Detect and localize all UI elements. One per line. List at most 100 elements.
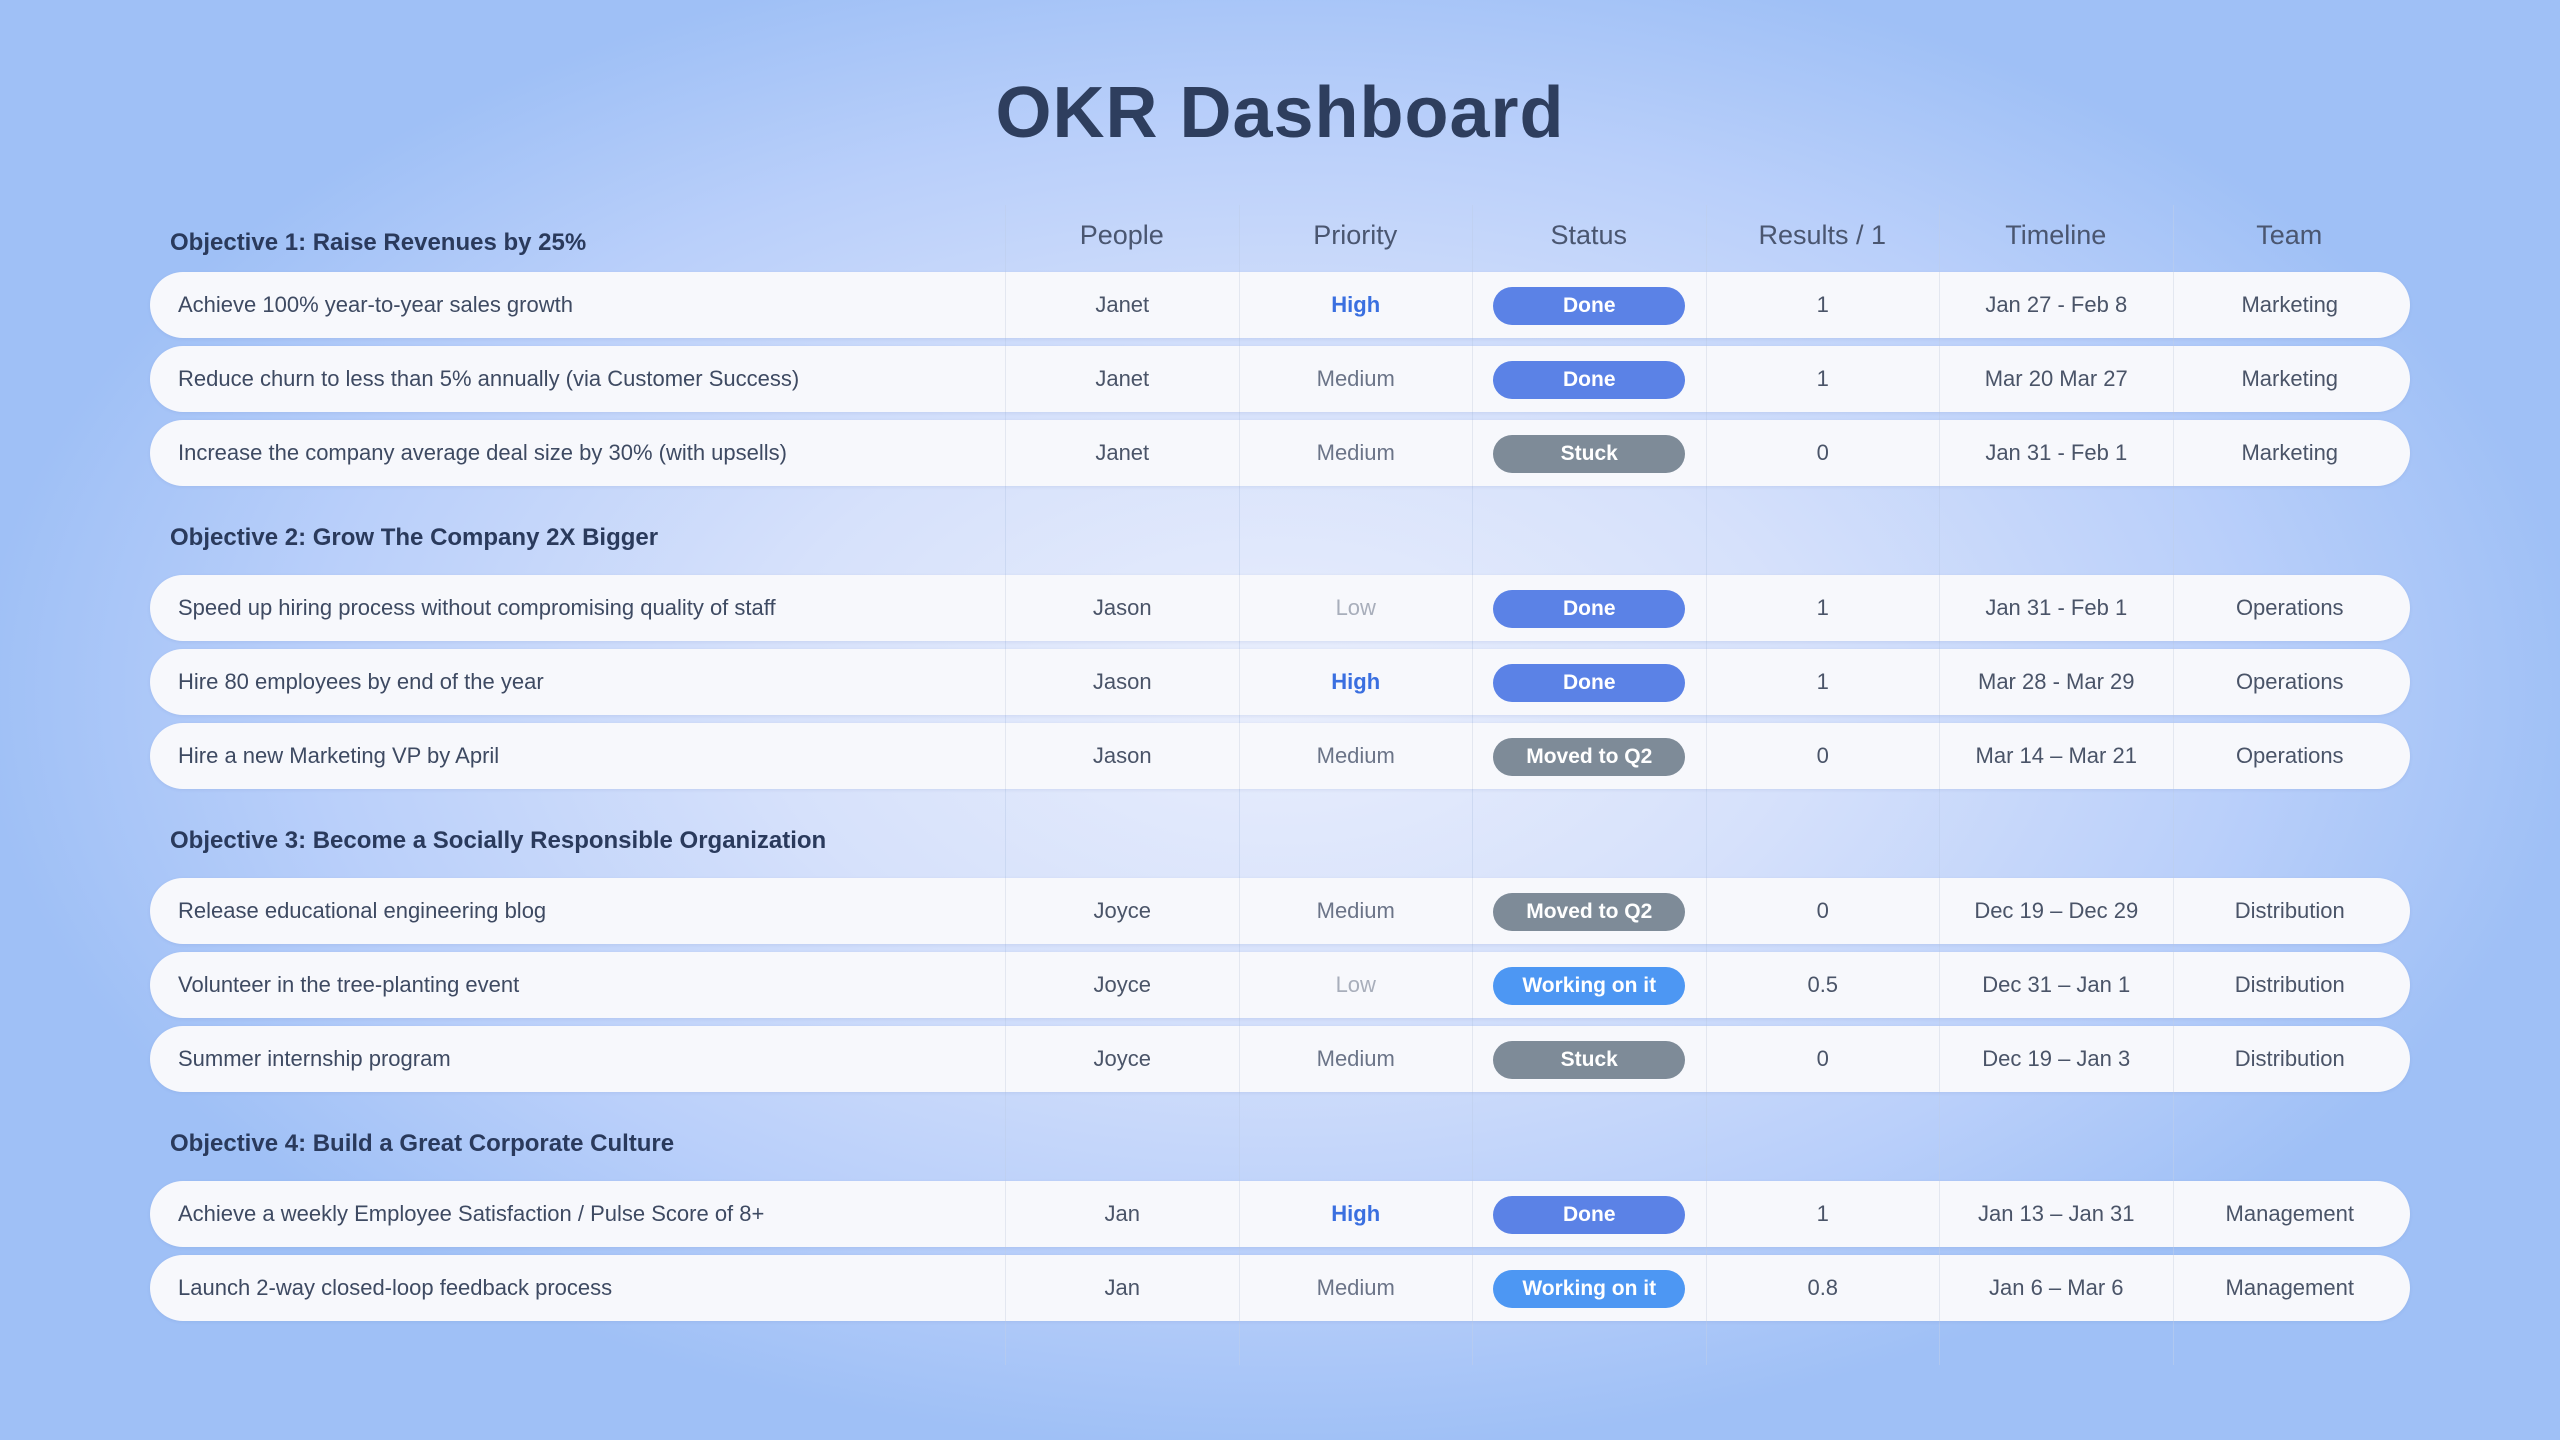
people-cell: Joyce <box>1005 878 1239 944</box>
timeline-cell: Jan 31 - Feb 1 <box>1939 575 2173 641</box>
column-header-team: Team <box>2256 219 2323 250</box>
priority-cell: High <box>1238 272 1473 338</box>
priority-cell: Medium <box>1238 346 1473 412</box>
timeline-cell: Mar 20 Mar 27 <box>1939 346 2173 412</box>
status-cell: Stuck <box>1472 420 1706 486</box>
key-result-text: Hire a new Marketing VP by April <box>178 743 500 768</box>
team-cell: Operations <box>2172 649 2407 715</box>
okr-table: Objective 1: Raise Revenues by 25% People… <box>150 205 2410 1329</box>
result-cell: 0 <box>1705 1026 1940 1092</box>
column-header-results: Results / 1 <box>1758 219 1887 250</box>
objective-header-row: Objective 2: Grow The Company 2X Bigger <box>150 508 2410 568</box>
timeline-cell: Mar 28 - Mar 29 <box>1939 649 2173 715</box>
key-result-row[interactable]: Reduce churn to less than 5% annually (v… <box>150 346 2410 412</box>
key-result-row[interactable]: Achieve a weekly Employee Satisfaction /… <box>150 1181 2410 1247</box>
people-cell: Janet <box>1005 272 1239 338</box>
priority-cell: Low <box>1238 952 1473 1018</box>
priority-cell: High <box>1238 1181 1473 1247</box>
people-cell: Janet <box>1005 420 1239 486</box>
priority-cell: Medium <box>1238 878 1473 944</box>
status-cell: Done <box>1472 346 1706 412</box>
result-cell: 1 <box>1705 649 1940 715</box>
status-badge-done[interactable]: Done <box>1493 287 1686 326</box>
key-result-text: Volunteer in the tree-planting event <box>178 972 520 997</box>
key-result-row[interactable]: Summer internship program Joyce Medium Stuc… <box>150 1026 2410 1092</box>
key-result-text: Summer internship program <box>178 1046 451 1071</box>
key-result-text: Hire 80 employees by end of the year <box>178 669 544 694</box>
team-cell: Marketing <box>2172 272 2407 338</box>
status-cell: Done <box>1472 649 1706 715</box>
team-cell: Marketing <box>2172 346 2407 412</box>
status-badge-done[interactable]: Done <box>1493 664 1686 703</box>
column-header-timeline: Timeline <box>2005 219 2107 250</box>
result-cell: 0.5 <box>1705 952 1940 1018</box>
status-cell: Done <box>1472 1181 1706 1247</box>
status-cell: Moved to Q2 <box>1472 723 1706 789</box>
key-result-row[interactable]: Achieve 100% year-to-year sales growth Ja… <box>150 272 2410 338</box>
key-result-row[interactable]: Hire a new Marketing VP by April Jason Med… <box>150 723 2410 789</box>
people-cell: Jason <box>1005 575 1239 641</box>
team-cell: Distribution <box>2172 1026 2407 1092</box>
people-cell: Joyce <box>1005 952 1239 1018</box>
status-badge-working-on-it[interactable]: Working on it <box>1493 1270 1686 1309</box>
status-badge-done[interactable]: Done <box>1493 361 1686 400</box>
people-cell: Jason <box>1005 723 1239 789</box>
priority-cell: Medium <box>1238 1026 1473 1092</box>
team-cell: Operations <box>2172 575 2407 641</box>
team-cell: Distribution <box>2172 878 2407 944</box>
result-cell: 1 <box>1705 575 1940 641</box>
people-cell: Janet <box>1005 346 1239 412</box>
page-title: OKR Dashboard <box>995 73 1565 153</box>
timeline-cell: Mar 14 – Mar 21 <box>1939 723 2173 789</box>
priority-cell: Medium <box>1238 723 1473 789</box>
priority-cell: High <box>1238 649 1473 715</box>
status-cell: Stuck <box>1472 1026 1706 1092</box>
status-cell: Moved to Q2 <box>1472 878 1706 944</box>
objective-title: Objective 1: Raise Revenues by 25% <box>170 229 587 256</box>
key-result-row[interactable]: Launch 2-way closed-loop feedback proces… <box>150 1255 2410 1321</box>
column-header-people: People <box>1079 219 1164 250</box>
key-result-text: Achieve 100% year-to-year sales growth <box>178 292 573 317</box>
key-result-text: Launch 2-way closed-loop feedback proces… <box>178 1275 613 1300</box>
team-cell: Marketing <box>2172 420 2407 486</box>
team-cell: Distribution <box>2172 952 2407 1018</box>
status-badge-stuck[interactable]: Stuck <box>1493 1041 1686 1080</box>
result-cell: 0 <box>1705 878 1940 944</box>
status-badge-done[interactable]: Done <box>1493 590 1686 629</box>
status-badge-working-on-it[interactable]: Working on it <box>1493 967 1686 1006</box>
priority-cell: Medium <box>1238 420 1473 486</box>
objective-header-row: Objective 3: Become a Socially Responsib… <box>150 811 2410 871</box>
people-cell: Jason <box>1005 649 1239 715</box>
column-header-status: Status <box>1550 219 1628 250</box>
key-result-row[interactable]: Increase the company average deal size b… <box>150 420 2410 486</box>
status-badge-stuck[interactable]: Stuck <box>1493 435 1686 474</box>
status-badge-moved-to-q2[interactable]: Moved to Q2 <box>1493 738 1686 777</box>
timeline-cell: Jan 27 - Feb 8 <box>1939 272 2173 338</box>
status-cell: Done <box>1472 272 1706 338</box>
section-spacer <box>150 797 2410 811</box>
status-cell: Done <box>1472 575 1706 641</box>
team-cell: Operations <box>2172 723 2407 789</box>
timeline-cell: Dec 31 – Jan 1 <box>1939 952 2173 1018</box>
objective-title: Objective 4: Build a Great Corporate Cul… <box>170 1130 675 1157</box>
timeline-cell: Jan 13 – Jan 31 <box>1939 1181 2173 1247</box>
objective-title: Objective 2: Grow The Company 2X Bigger <box>170 524 659 551</box>
status-badge-done[interactable]: Done <box>1493 1196 1686 1235</box>
result-cell: 1 <box>1705 272 1940 338</box>
result-cell: 0 <box>1705 420 1940 486</box>
key-result-row[interactable]: Hire 80 employees by end of the year Jaso… <box>150 649 2410 715</box>
key-result-text: Increase the company average deal size b… <box>178 440 787 465</box>
key-result-row[interactable]: Speed up hiring process without compromi… <box>150 575 2410 641</box>
timeline-cell: Dec 19 – Dec 29 <box>1939 878 2173 944</box>
result-cell: 1 <box>1705 346 1940 412</box>
status-badge-moved-to-q2[interactable]: Moved to Q2 <box>1493 893 1686 932</box>
people-cell: Jan <box>1005 1181 1239 1247</box>
column-header-priority: Priority <box>1313 219 1398 250</box>
result-cell: 0.8 <box>1705 1255 1940 1321</box>
timeline-cell: Dec 19 – Jan 3 <box>1939 1026 2173 1092</box>
key-result-row[interactable]: Volunteer in the tree-planting event Joyc… <box>150 952 2410 1018</box>
team-cell: Management <box>2172 1181 2407 1247</box>
objective-title: Objective 3: Become a Socially Responsib… <box>170 827 827 854</box>
key-result-row[interactable]: Release educational engineering blog Joyc… <box>150 878 2410 944</box>
priority-cell: Low <box>1238 575 1473 641</box>
